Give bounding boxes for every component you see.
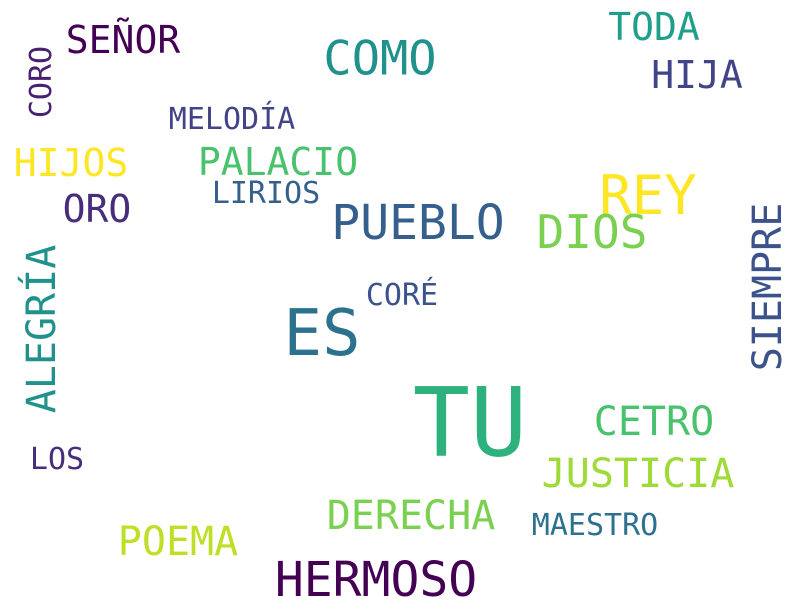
word-alegria: ALEGRÍA [19, 244, 65, 414]
word-derecha: DERECHA [326, 493, 496, 539]
word-palacio: PALACIO [197, 140, 359, 184]
word-coro: CORO [24, 45, 59, 119]
word-toda: TODA [608, 5, 700, 49]
word-hija: HIJA [651, 53, 743, 97]
word-siempre: SIEMPRE [745, 202, 791, 372]
word-senor: SEÑOR [65, 18, 181, 62]
word-pueblo: PUEBLO [331, 195, 505, 251]
word-tu: TU [412, 368, 528, 479]
word-justicia: JUSTICIA [541, 451, 735, 497]
word-hermoso: HERMOSO [274, 552, 478, 600]
word-los: LOS [29, 442, 85, 477]
word-melodia: MELODÍA [168, 102, 296, 137]
word-cetro: CETRO [593, 399, 715, 445]
word-como: COMO [323, 31, 437, 87]
word-hijos: HIJOS [13, 141, 129, 185]
word-es: ES [283, 297, 361, 371]
word-maestro: MAESTRO [531, 508, 659, 543]
word-dios: DIOS [536, 205, 648, 259]
word-lirios: LIRIOS [211, 176, 321, 211]
word-core: CORÉ [365, 278, 439, 313]
word-oro: ORO [62, 187, 132, 231]
word-poema: POEMA [117, 519, 239, 565]
word-rey: REY [599, 164, 697, 227]
